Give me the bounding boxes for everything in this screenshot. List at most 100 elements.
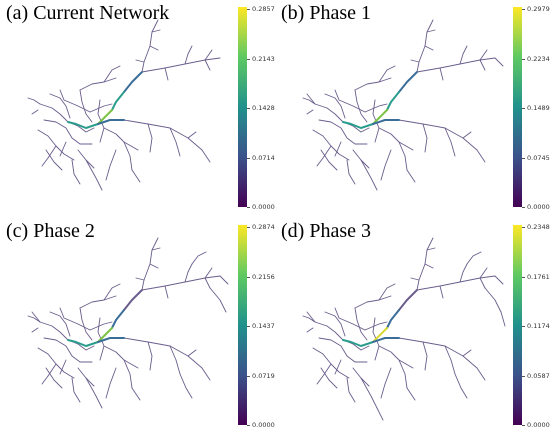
road-segment bbox=[406, 169, 416, 183]
road-segment bbox=[71, 377, 81, 403]
road-segment bbox=[316, 145, 332, 167]
road-segment bbox=[360, 377, 378, 409]
road-segment bbox=[59, 307, 91, 331]
road-segment bbox=[43, 337, 93, 363]
road-segment bbox=[406, 387, 416, 401]
road-segment bbox=[67, 121, 99, 129]
colorbar-tick-mark bbox=[522, 58, 525, 60]
road-segment bbox=[320, 149, 338, 171]
road-segment bbox=[135, 277, 145, 281]
road-segment bbox=[204, 267, 213, 279]
road-segment bbox=[484, 287, 502, 313]
colorbar-tick-mark bbox=[522, 326, 525, 327]
road-segment bbox=[398, 71, 418, 93]
road-segment bbox=[479, 49, 488, 61]
road-segment bbox=[352, 367, 370, 387]
road-segment bbox=[27, 315, 41, 323]
road-segment bbox=[342, 339, 374, 347]
colorbar-tick-label: 0.1428 bbox=[252, 104, 275, 112]
colorbar-tick-mark bbox=[247, 227, 250, 228]
road-segment bbox=[398, 119, 478, 151]
panel-title: (c) Phase 2 bbox=[6, 220, 95, 242]
road-segment bbox=[494, 275, 504, 285]
road-segment bbox=[103, 65, 121, 83]
road-segment bbox=[59, 359, 67, 375]
road-segment bbox=[204, 59, 211, 71]
road-segment bbox=[426, 247, 436, 251]
road-segment bbox=[378, 345, 408, 389]
road-segment bbox=[31, 327, 39, 333]
colorbar-tick-mark bbox=[522, 276, 525, 278]
road-segment bbox=[79, 307, 93, 341]
road-segment bbox=[454, 373, 468, 399]
road-segment bbox=[135, 59, 145, 63]
colorbar-tick-mark bbox=[522, 425, 525, 426]
road-segment bbox=[306, 327, 314, 333]
road-segment bbox=[324, 93, 346, 119]
colorbar-tick-label: 0.2857 bbox=[252, 5, 275, 13]
road-segment bbox=[67, 339, 99, 347]
road-segment bbox=[372, 337, 400, 343]
road-segment bbox=[372, 327, 388, 343]
road-segment bbox=[459, 263, 468, 283]
road-segment bbox=[378, 283, 396, 301]
road-segment bbox=[89, 321, 113, 331]
road-segment bbox=[191, 251, 207, 265]
road-segment bbox=[209, 287, 227, 313]
panel-a: (a) Current Network 0.2857 0.2143 0.1428 0.… bbox=[0, 0, 275, 215]
road-segment bbox=[141, 275, 221, 291]
road-segment bbox=[45, 367, 63, 389]
road-segment bbox=[426, 29, 436, 33]
road-segment bbox=[89, 103, 113, 113]
road-segment bbox=[476, 149, 486, 163]
road-segment bbox=[219, 275, 229, 285]
road-segment bbox=[169, 345, 181, 375]
colorbar-tick-label: 0.0745 bbox=[527, 153, 550, 162]
road-segment bbox=[184, 263, 193, 283]
colorbar-tick-mark bbox=[522, 157, 525, 159]
road-segment bbox=[123, 289, 143, 311]
road-segment bbox=[334, 359, 342, 375]
road-segment bbox=[97, 327, 113, 343]
road-segment bbox=[354, 77, 392, 91]
road-segment bbox=[111, 91, 125, 111]
road-segment bbox=[422, 123, 428, 153]
colorbar-tick-mark bbox=[247, 207, 250, 208]
road-segment bbox=[179, 373, 193, 399]
road-segment bbox=[151, 29, 161, 33]
road-segment bbox=[342, 121, 374, 129]
road-segment bbox=[318, 119, 368, 145]
road-segment bbox=[201, 367, 211, 381]
road-segment bbox=[103, 283, 121, 301]
panel-title: (d) Phase 3 bbox=[281, 220, 371, 242]
colorbar-tick-label: 0.2143 bbox=[252, 54, 275, 63]
road-segment bbox=[416, 57, 496, 73]
road-segment bbox=[97, 337, 125, 343]
road-segment bbox=[45, 149, 63, 171]
colorbar-tick-label: 0.1761 bbox=[527, 272, 550, 281]
road-segment bbox=[334, 141, 342, 157]
road-segment bbox=[364, 321, 388, 331]
colorbar-tick-mark bbox=[247, 157, 250, 159]
road-segment bbox=[380, 367, 392, 399]
road-segment bbox=[346, 159, 356, 185]
colorbar-tick-mark bbox=[522, 108, 525, 109]
road-segment bbox=[462, 349, 472, 357]
road-segment bbox=[59, 141, 67, 157]
colorbar-tick-mark bbox=[247, 276, 250, 278]
road-segment bbox=[37, 129, 75, 161]
road-segment bbox=[306, 109, 314, 115]
road-segment bbox=[500, 311, 506, 327]
colorbar bbox=[513, 7, 522, 207]
road-segment bbox=[466, 251, 482, 265]
road-segment bbox=[398, 289, 418, 311]
road-segment bbox=[378, 127, 408, 171]
colorbar-tick-label: 0.0000 bbox=[252, 421, 275, 429]
road-segment bbox=[123, 141, 139, 151]
road-segment bbox=[41, 145, 57, 167]
colorbar bbox=[238, 225, 247, 425]
colorbar bbox=[513, 225, 522, 425]
colorbar-tick-label: 0.0719 bbox=[252, 371, 275, 380]
road-segment bbox=[79, 295, 117, 309]
road-segment bbox=[372, 119, 400, 125]
